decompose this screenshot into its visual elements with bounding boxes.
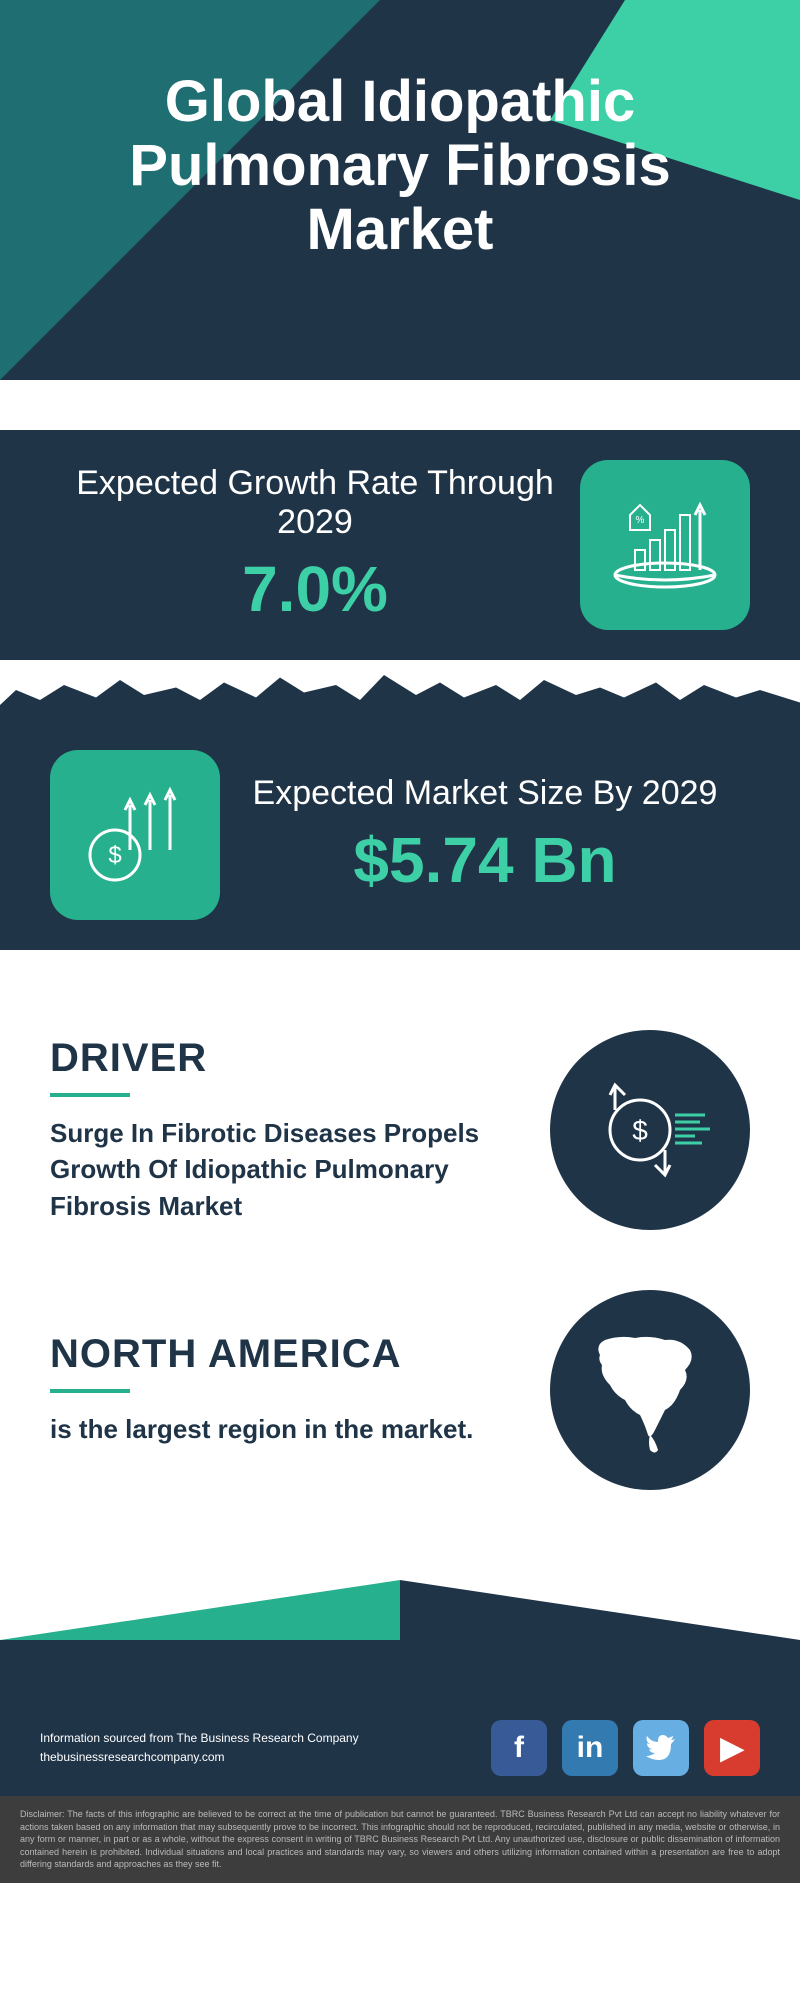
main-title: Global Idiopathic Pulmonary Fibrosis Mar…	[0, 70, 800, 261]
market-size-label: Expected Market Size By 2029	[220, 774, 750, 813]
twitter-icon[interactable]	[633, 1720, 689, 1776]
north-america-icon	[550, 1290, 750, 1490]
growth-chart-icon: %	[580, 460, 750, 630]
driver-icon: $	[550, 1030, 750, 1230]
skyline-divider	[0, 660, 800, 720]
market-size-value: $5.74 Bn	[220, 823, 750, 897]
youtube-icon[interactable]: ▶	[704, 1720, 760, 1776]
growth-value: 7.0%	[50, 552, 580, 626]
disclaimer-text: Disclaimer: The facts of this infographi…	[0, 1796, 800, 1883]
divider	[50, 1093, 130, 1097]
svg-text:%: %	[636, 515, 645, 526]
driver-desc: Surge In Fibrotic Diseases Propels Growt…	[50, 1115, 520, 1224]
growth-label: Expected Growth Rate Through 2029	[50, 464, 580, 542]
growth-rate-section: Expected Growth Rate Through 2029 7.0% %	[0, 430, 800, 660]
region-section: NORTH AMERICA is the largest region in t…	[0, 1260, 800, 1520]
header-section: Global Idiopathic Pulmonary Fibrosis Mar…	[0, 0, 800, 380]
driver-section: DRIVER Surge In Fibrotic Diseases Propel…	[0, 1000, 800, 1260]
region-heading: NORTH AMERICA	[50, 1332, 520, 1377]
footer-section: Information sourced from The Business Re…	[0, 1640, 800, 1796]
market-size-section: $ Expected Market Size By 2029 $5.74 Bn	[0, 720, 800, 950]
linkedin-icon[interactable]: in	[562, 1720, 618, 1776]
footer-attribution: Information sourced from The Business Re…	[40, 1729, 359, 1767]
social-links: f in ▶	[491, 1720, 760, 1776]
facebook-icon[interactable]: f	[491, 1720, 547, 1776]
svg-text:$: $	[632, 1115, 648, 1146]
divider	[50, 1389, 130, 1393]
market-size-icon: $	[50, 750, 220, 920]
svg-text:$: $	[108, 842, 121, 869]
region-desc: is the largest region in the market.	[50, 1411, 520, 1447]
driver-heading: DRIVER	[50, 1036, 520, 1081]
